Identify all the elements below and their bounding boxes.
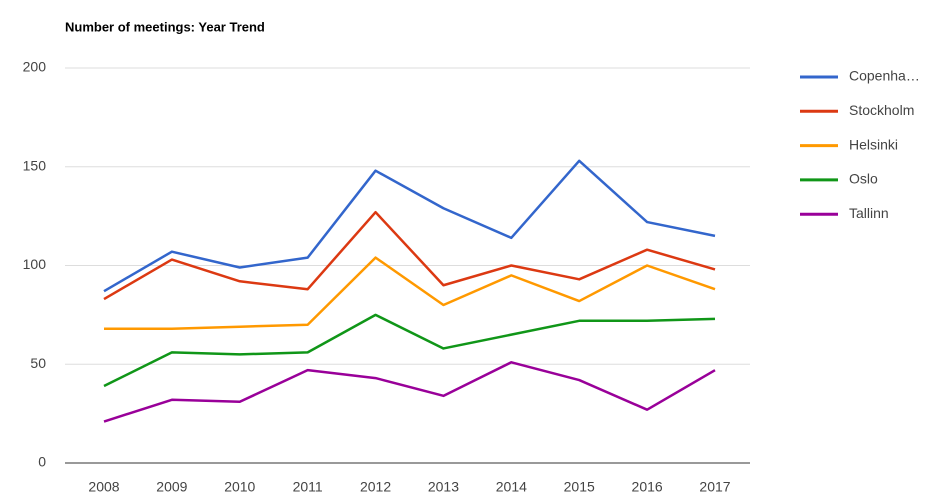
x-tick-label: 2011	[293, 479, 323, 494]
x-tick-label: 2008	[88, 479, 119, 494]
x-tick-label: 2016	[632, 479, 663, 494]
x-tick-label: 2010	[224, 479, 255, 494]
x-tick-label: 2015	[564, 479, 595, 494]
series-line	[103, 361, 716, 423]
legend-label: Helsinki	[849, 136, 898, 152]
y-tick-label: 150	[23, 157, 47, 173]
x-tick-label: 2017	[699, 479, 730, 494]
series-line	[103, 159, 716, 293]
legend-label: Oslo	[849, 171, 878, 187]
legend-label: Stockholm	[849, 102, 914, 118]
x-tick-label: 2012	[360, 479, 391, 494]
x-tick-label: 2013	[428, 479, 459, 494]
y-tick-label: 0	[38, 454, 46, 470]
y-tick-label: 200	[23, 59, 47, 75]
series-line	[103, 313, 716, 388]
x-tick-label: 2014	[496, 479, 527, 494]
y-tick-label: 50	[30, 355, 46, 371]
legend-label: Copenha…	[849, 68, 920, 84]
series-line	[104, 256, 716, 330]
legend-label: Tallinn	[849, 205, 889, 221]
chart-title: Number of meetings: Year Trend	[65, 19, 265, 34]
series-line	[103, 210, 716, 301]
y-tick-label: 100	[23, 256, 47, 272]
x-tick-label: 2009	[156, 479, 187, 494]
